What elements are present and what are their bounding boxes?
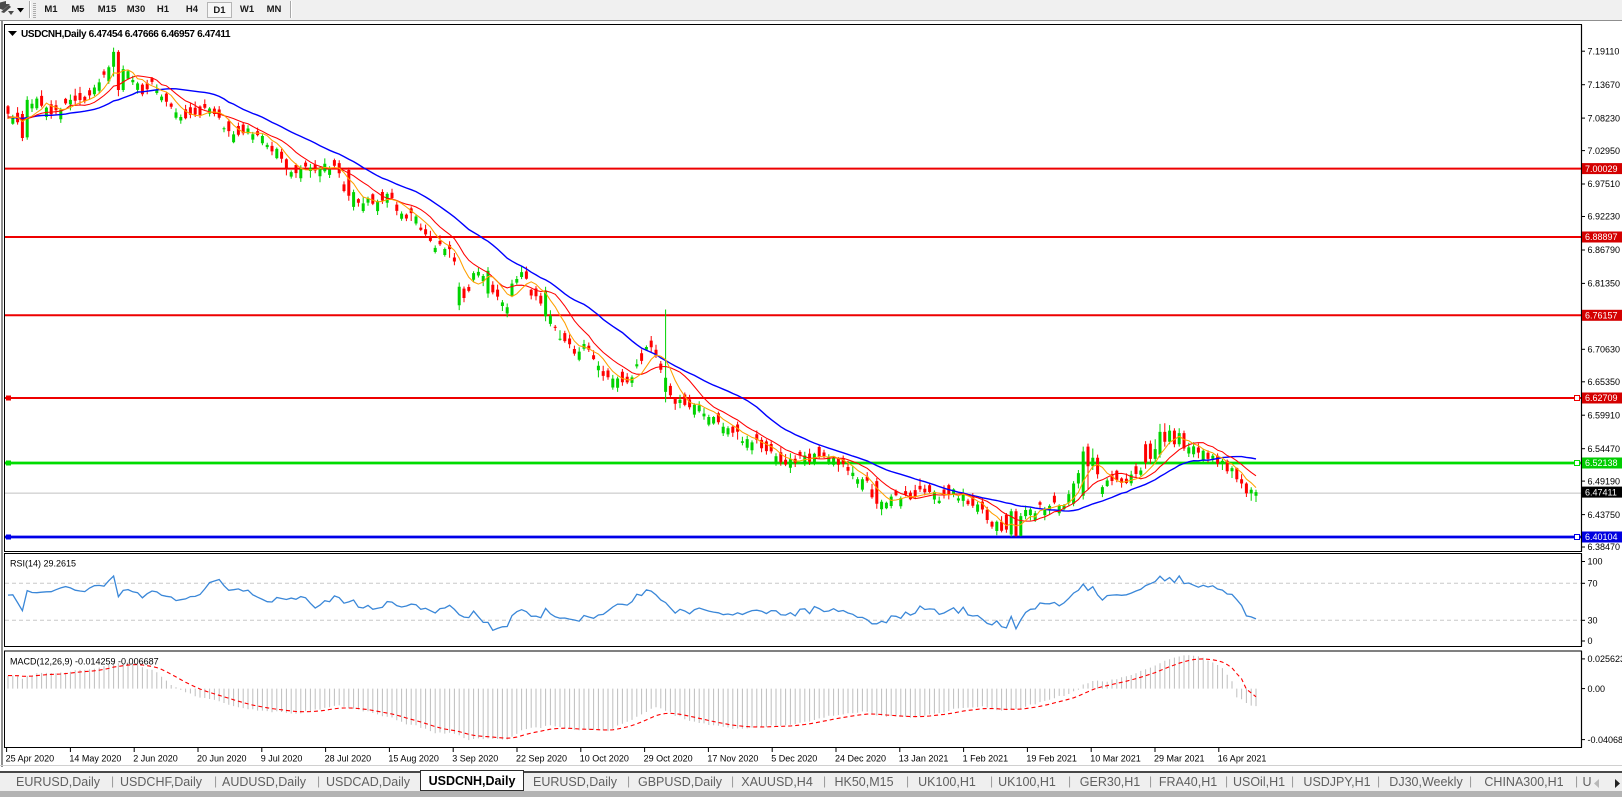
svg-text:19 Feb 2021: 19 Feb 2021 [1026, 754, 1077, 764]
svg-text:6.52138: 6.52138 [1585, 458, 1618, 468]
svg-text:6.38470: 6.38470 [1588, 542, 1621, 552]
svg-text:3 Sep 2020: 3 Sep 2020 [452, 754, 498, 764]
svg-text:6.76157: 6.76157 [1585, 311, 1618, 321]
svg-text:13 Jan 2021: 13 Jan 2021 [899, 754, 949, 764]
svg-text:15 Aug 2020: 15 Aug 2020 [388, 754, 439, 764]
svg-text:RSI(14) 29.2615: RSI(14) 29.2615 [10, 559, 76, 569]
svg-text:6.88897: 6.88897 [1585, 232, 1618, 242]
svg-text:7.00029: 7.00029 [1585, 164, 1618, 174]
svg-text:29 Oct 2020: 29 Oct 2020 [644, 754, 693, 764]
svg-text:20 Jun 2020: 20 Jun 2020 [197, 754, 247, 764]
svg-text:7.02950: 7.02950 [1588, 146, 1621, 156]
svg-text:7.08230: 7.08230 [1588, 113, 1621, 123]
svg-text:30: 30 [1588, 616, 1598, 626]
svg-text:14 May 2020: 14 May 2020 [69, 754, 121, 764]
svg-text:2 Jun 2020: 2 Jun 2020 [133, 754, 178, 764]
svg-text:9 Jul 2020: 9 Jul 2020 [261, 754, 303, 764]
svg-text:16 Apr 2021: 16 Apr 2021 [1218, 754, 1267, 764]
svg-text:100: 100 [1588, 557, 1603, 567]
svg-text:24 Dec 2020: 24 Dec 2020 [835, 754, 886, 764]
svg-text:7.19110: 7.19110 [1588, 47, 1620, 57]
svg-text:7.13670: 7.13670 [1588, 80, 1621, 90]
svg-text:22 Sep 2020: 22 Sep 2020 [516, 754, 567, 764]
svg-text:25 Apr 2020: 25 Apr 2020 [6, 754, 55, 764]
svg-text:6.65350: 6.65350 [1588, 377, 1621, 387]
svg-text:6.40104: 6.40104 [1585, 532, 1618, 542]
svg-text:6.43750: 6.43750 [1588, 510, 1621, 520]
svg-text:5 Dec 2020: 5 Dec 2020 [771, 754, 817, 764]
svg-text:6.92230: 6.92230 [1588, 212, 1621, 222]
svg-text:10 Oct 2020: 10 Oct 2020 [580, 754, 629, 764]
svg-text:28 Jul 2020: 28 Jul 2020 [325, 754, 372, 764]
svg-text:6.47411: 6.47411 [1585, 487, 1617, 497]
svg-text:6.70630: 6.70630 [1588, 345, 1621, 355]
svg-text:29 Mar 2021: 29 Mar 2021 [1154, 754, 1205, 764]
svg-text:0.00: 0.00 [1588, 684, 1606, 694]
svg-text:70: 70 [1588, 579, 1598, 589]
svg-text:MACD(12,26,9) -0.014259 -0.006: MACD(12,26,9) -0.014259 -0.006687 [10, 657, 159, 667]
svg-text:6.97510: 6.97510 [1588, 179, 1621, 189]
svg-text:1 Feb 2021: 1 Feb 2021 [963, 754, 1009, 764]
svg-text:6.54470: 6.54470 [1588, 444, 1621, 454]
svg-text:10 Mar 2021: 10 Mar 2021 [1090, 754, 1141, 764]
svg-text:6.81350: 6.81350 [1588, 279, 1621, 289]
svg-text:-0.040687: -0.040687 [1588, 735, 1622, 745]
svg-text:6.59910: 6.59910 [1588, 410, 1621, 420]
svg-text:17 Nov 2020: 17 Nov 2020 [707, 754, 758, 764]
svg-text:6.86790: 6.86790 [1588, 245, 1621, 255]
svg-text:0.025623: 0.025623 [1588, 654, 1622, 664]
svg-text:USDCNH,Daily 6.47454 6.47666: USDCNH,Daily 6.47454 6.47666 6.46957 6.4… [21, 29, 231, 40]
svg-text:6.62709: 6.62709 [1585, 393, 1618, 403]
svg-text:0: 0 [1588, 636, 1593, 646]
svg-text:6.49190: 6.49190 [1588, 476, 1621, 486]
